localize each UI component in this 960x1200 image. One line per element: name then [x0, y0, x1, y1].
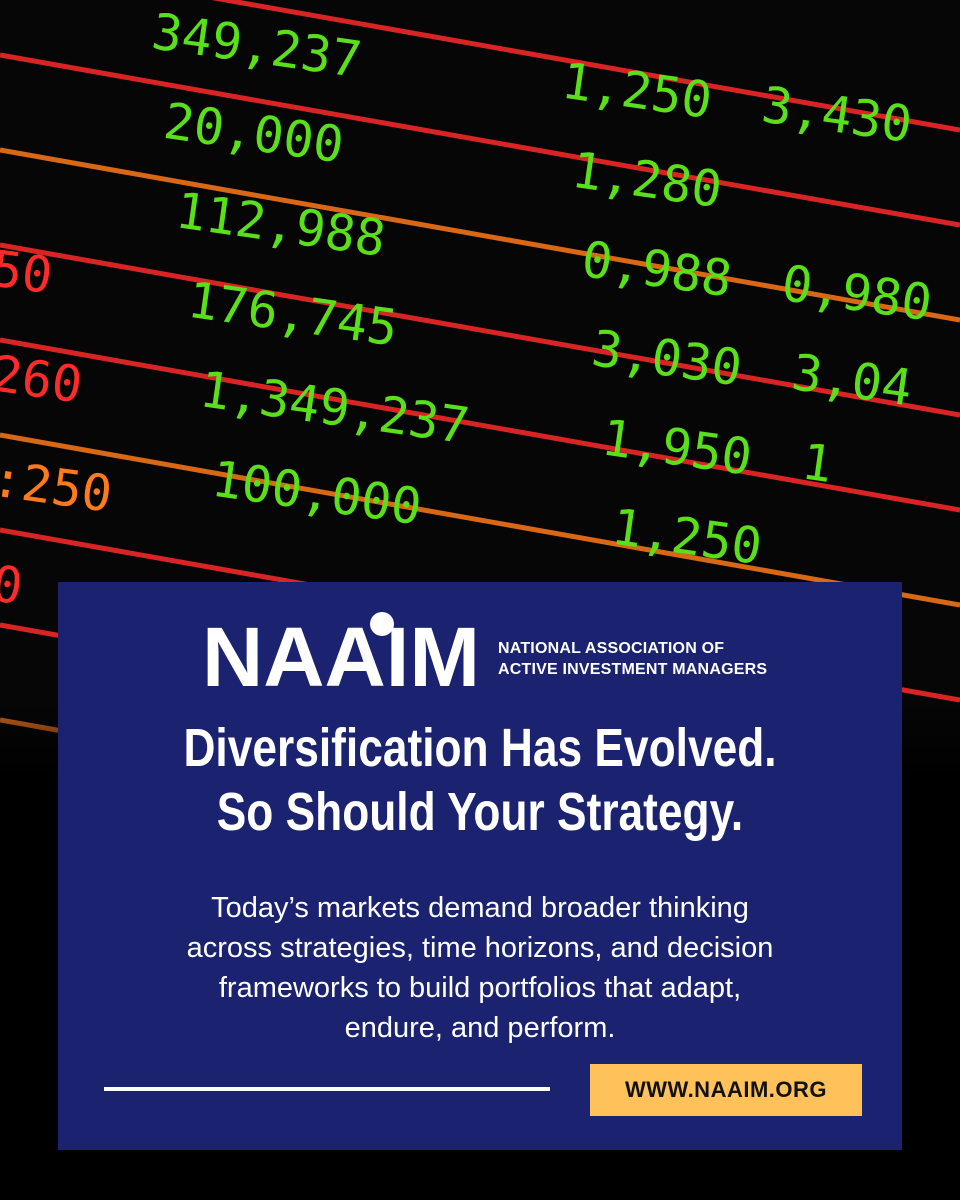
website-link[interactable]: WWW.NAAIM.ORG: [590, 1064, 862, 1116]
organization-name-line2: ACTIVE INVESTMENT MANAGERS: [498, 661, 768, 678]
board-separator-line: [0, 52, 960, 228]
logo-wordmark: NAAIM: [202, 612, 480, 692]
board-separator-line: [0, 147, 960, 323]
board-red-value: 50: [0, 239, 56, 305]
board-separator-line: [211, 0, 960, 133]
body-line3: frameworks to build portfolios that adap…: [218, 972, 742, 1004]
board-separator-line: [0, 242, 960, 418]
headline-line2: So Should Your Strategy.: [216, 782, 744, 842]
headline: Diversification Has Evolved. So Should Y…: [134, 716, 826, 844]
body-text: Today’s markets demand broader thinking …: [58, 888, 902, 1048]
naaim-logo: NAAIM: [202, 612, 480, 692]
organization-name-line1: NATIONAL ASSOCIATION OF: [498, 640, 725, 657]
headline-line1: Diversification Has Evolved.: [183, 718, 777, 778]
logo-dot: [370, 612, 394, 636]
body-line4: endure, and perform.: [344, 1012, 616, 1044]
board-red-value: 260: [0, 344, 86, 414]
organization-name: NATIONAL ASSOCIATION OF ACTIVE INVESTMEN…: [498, 638, 798, 680]
body-line1: Today’s markets demand broader thinking: [211, 892, 749, 924]
promo-card: NAAIM NATIONAL ASSOCIATION OF ACTIVE INV…: [58, 582, 902, 1150]
divider-line: [104, 1087, 550, 1091]
body-line2: across strategies, time horizons, and de…: [186, 932, 774, 964]
board-separator-line: [0, 432, 960, 608]
board-separator-line: [0, 337, 960, 513]
